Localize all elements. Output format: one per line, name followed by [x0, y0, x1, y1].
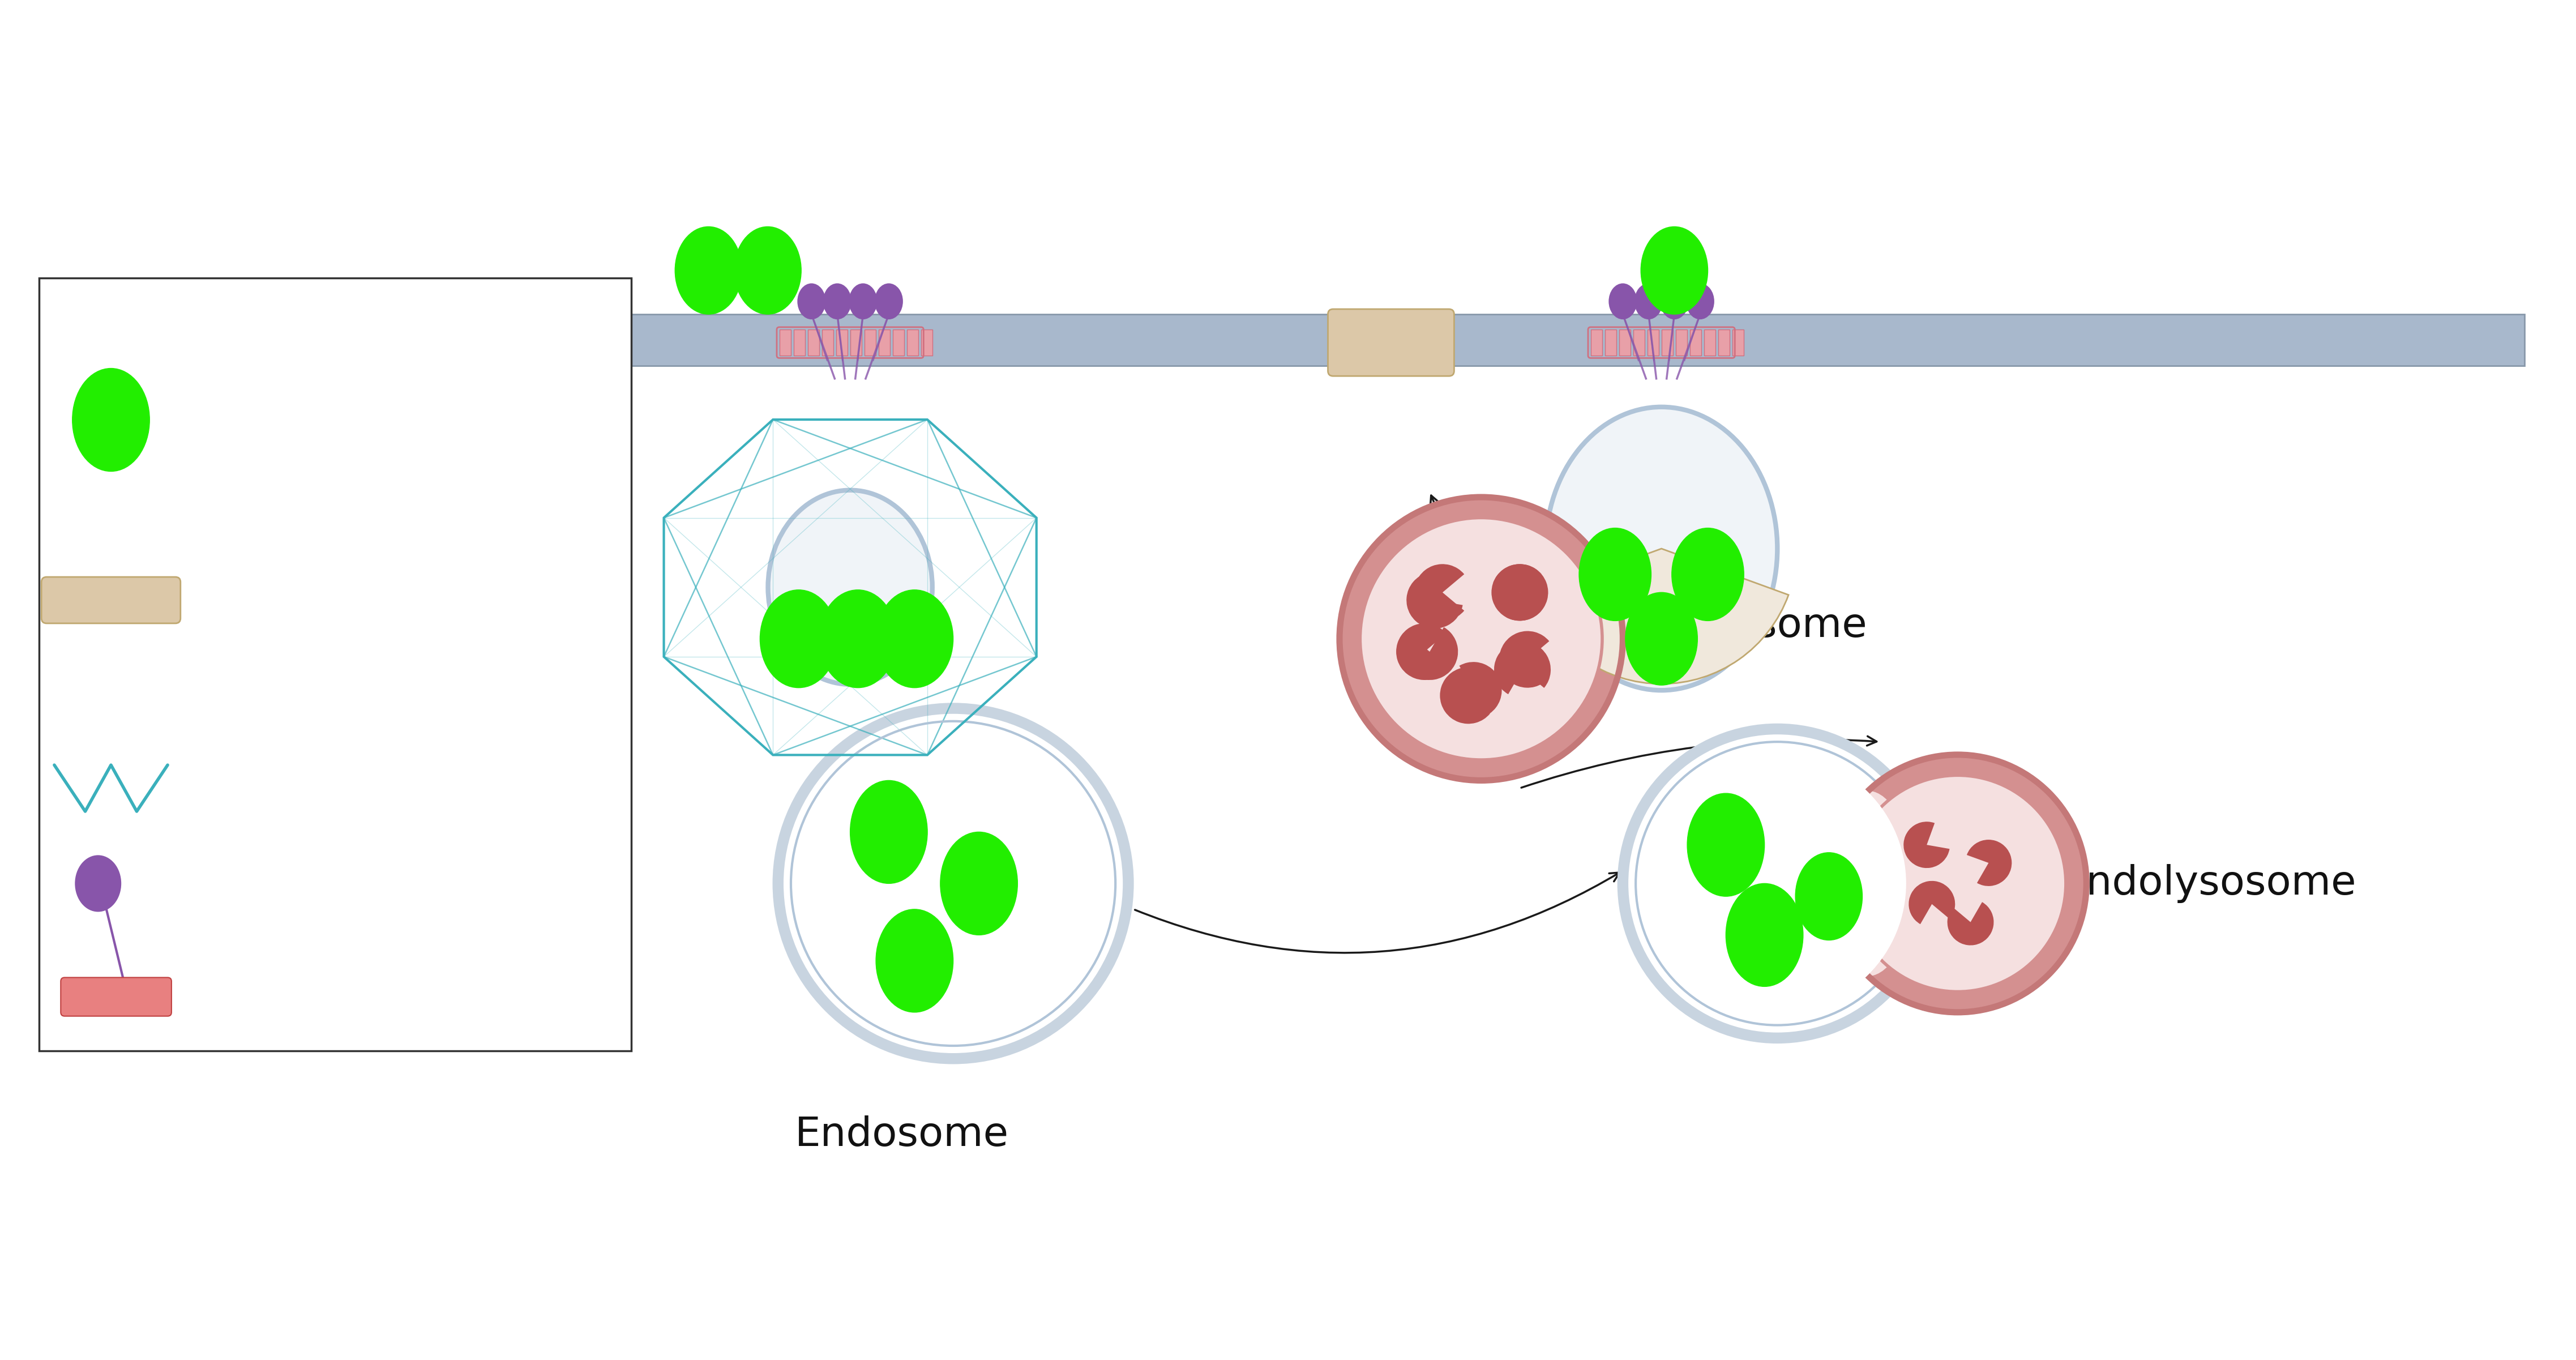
- Wedge shape: [1909, 881, 1955, 925]
- Wedge shape: [1414, 564, 1463, 620]
- Bar: [1662, 329, 1672, 355]
- Text: Endosome: Endosome: [793, 1115, 1010, 1155]
- Ellipse shape: [1633, 283, 1662, 320]
- Wedge shape: [1440, 668, 1489, 724]
- Ellipse shape: [1795, 853, 1862, 940]
- Ellipse shape: [1687, 793, 1765, 896]
- Ellipse shape: [1685, 283, 1713, 320]
- Text: Clathrin: Clathrin: [206, 763, 348, 798]
- Bar: [878, 329, 889, 355]
- Ellipse shape: [72, 369, 149, 472]
- Ellipse shape: [1625, 593, 1698, 685]
- Wedge shape: [1494, 564, 1548, 620]
- Ellipse shape: [824, 283, 853, 320]
- Bar: [1646, 329, 1659, 355]
- Ellipse shape: [799, 283, 827, 320]
- Ellipse shape: [850, 781, 927, 884]
- Text: Lipid rafts: Lipid rafts: [206, 582, 386, 617]
- Ellipse shape: [940, 832, 1018, 936]
- FancyBboxPatch shape: [62, 978, 173, 1016]
- Ellipse shape: [1623, 729, 1932, 1038]
- Wedge shape: [1396, 623, 1445, 680]
- FancyBboxPatch shape: [39, 279, 631, 1051]
- Ellipse shape: [1340, 498, 1623, 781]
- Ellipse shape: [876, 910, 953, 1012]
- Wedge shape: [1904, 821, 1950, 868]
- Wedge shape: [1535, 548, 1788, 684]
- Ellipse shape: [850, 283, 878, 320]
- Bar: [1633, 329, 1643, 355]
- Wedge shape: [1401, 627, 1458, 680]
- Ellipse shape: [1659, 283, 1687, 320]
- Ellipse shape: [1607, 283, 1636, 320]
- Ellipse shape: [1726, 884, 1803, 986]
- Ellipse shape: [1649, 755, 1906, 1012]
- Bar: [1674, 329, 1687, 355]
- Ellipse shape: [1360, 518, 1602, 760]
- Bar: [793, 329, 804, 355]
- Bar: [850, 329, 860, 355]
- Ellipse shape: [1821, 790, 1911, 976]
- FancyBboxPatch shape: [1327, 309, 1453, 377]
- Ellipse shape: [1579, 528, 1651, 620]
- Ellipse shape: [768, 490, 933, 684]
- Bar: [1690, 329, 1700, 355]
- Text: Lysosome: Lysosome: [1667, 607, 1868, 646]
- Ellipse shape: [778, 709, 1128, 1058]
- Bar: [894, 329, 904, 355]
- Text: S100B-Alexa488: S100B-Alexa488: [206, 403, 505, 438]
- Bar: [822, 329, 832, 355]
- Bar: [1605, 329, 1615, 355]
- Bar: [1731, 329, 1744, 355]
- Ellipse shape: [1546, 407, 1777, 691]
- Bar: [866, 329, 876, 355]
- Wedge shape: [1492, 564, 1540, 620]
- Ellipse shape: [1850, 775, 2066, 991]
- Text: Endolysosome: Endolysosome: [2061, 864, 2357, 903]
- Ellipse shape: [876, 283, 904, 320]
- Ellipse shape: [876, 590, 953, 688]
- Wedge shape: [1494, 642, 1551, 694]
- Bar: [837, 329, 848, 355]
- Wedge shape: [1448, 662, 1502, 718]
- Ellipse shape: [734, 227, 801, 314]
- Ellipse shape: [1829, 755, 2087, 1012]
- Ellipse shape: [760, 590, 837, 688]
- Bar: [1718, 329, 1728, 355]
- Wedge shape: [1406, 571, 1463, 628]
- Bar: [922, 329, 933, 355]
- Wedge shape: [1499, 631, 1548, 688]
- Bar: [1618, 329, 1631, 355]
- Bar: [1589, 329, 1602, 355]
- Bar: [809, 329, 819, 355]
- Bar: [52, 314, 2524, 366]
- Ellipse shape: [75, 855, 121, 911]
- Ellipse shape: [819, 590, 896, 688]
- Text: Dynamin: Dynamin: [206, 944, 368, 978]
- Bar: [907, 329, 917, 355]
- Wedge shape: [1947, 902, 1994, 945]
- Ellipse shape: [675, 227, 742, 314]
- Ellipse shape: [1672, 528, 1744, 620]
- Ellipse shape: [1641, 227, 1708, 314]
- Bar: [1703, 329, 1716, 355]
- Wedge shape: [1965, 839, 2012, 887]
- Bar: [781, 329, 791, 355]
- FancyBboxPatch shape: [41, 577, 180, 623]
